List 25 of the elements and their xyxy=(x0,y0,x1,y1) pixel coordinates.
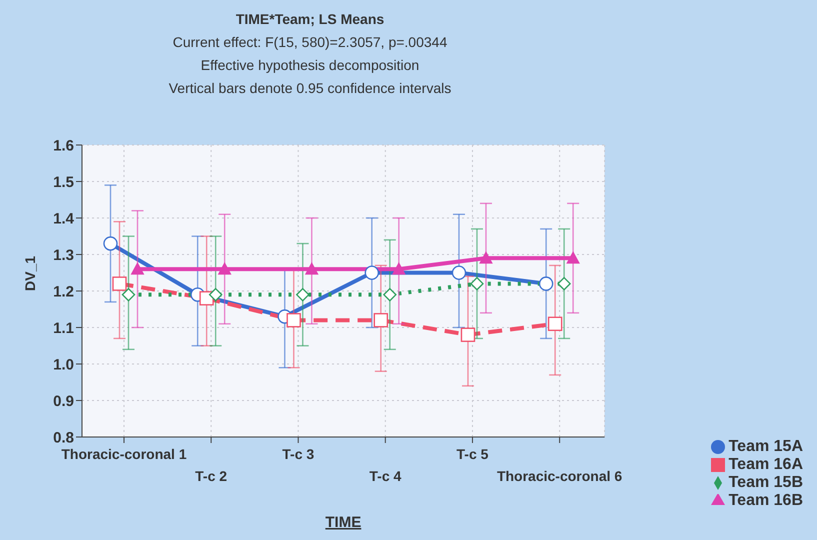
y-tick-label: 1.6 xyxy=(53,137,74,154)
y-tick-label: 0.9 xyxy=(53,392,74,410)
x-tick-label: T-c 2 xyxy=(195,468,228,484)
x-tick-label: Thoracic-coronal 6 xyxy=(496,468,622,484)
y-tick-label: 1.3 xyxy=(53,246,74,264)
x-axis-title: TIME xyxy=(325,514,362,531)
legend-label: Team 16B xyxy=(728,492,803,509)
text: Effective hypothesis decomposition xyxy=(200,56,420,75)
y-tick-label: 1.2 xyxy=(53,283,74,300)
y-tick-label: 1.4 xyxy=(53,210,75,228)
chart-subtitle: Current effect: F(15, 580)=2.3057, p=.00344 xyxy=(172,33,448,52)
x-tick-label: Thoracic-coronal 1 xyxy=(61,446,187,462)
y-tick-label: 1.5 xyxy=(53,174,74,191)
text: Vertical bars denote 0.95 confidence intervals xyxy=(168,79,452,98)
legend-label: Team 15A xyxy=(728,438,803,455)
x-tick-label: T-c 3 xyxy=(282,446,314,462)
x-tick-label: T-c 4 xyxy=(369,468,402,484)
y-tick-label: 1.1 xyxy=(53,320,74,337)
legend-label: Team 15B xyxy=(728,474,803,491)
y-tick-label: 1.0 xyxy=(53,356,74,374)
y-tick-label: 0.8 xyxy=(53,429,74,446)
y-axis-title: DV_1 xyxy=(22,256,38,291)
x-tick-label: T-c 5 xyxy=(456,446,489,462)
chart-title: TIME*Team; LS Means xyxy=(234,10,386,29)
legend-label: Team 16A xyxy=(728,456,803,473)
